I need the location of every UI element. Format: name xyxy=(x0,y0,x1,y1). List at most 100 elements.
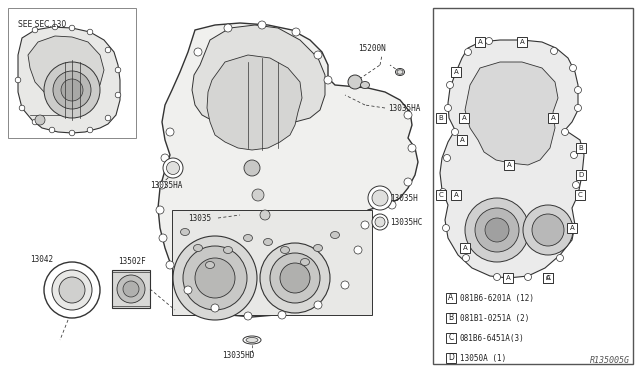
Text: A: A xyxy=(463,245,467,251)
Polygon shape xyxy=(192,25,325,128)
Circle shape xyxy=(570,151,577,158)
Circle shape xyxy=(32,119,38,125)
Circle shape xyxy=(465,48,472,55)
Text: 081B6-6451A(3): 081B6-6451A(3) xyxy=(460,334,525,343)
Polygon shape xyxy=(18,27,120,133)
Ellipse shape xyxy=(360,81,369,89)
Ellipse shape xyxy=(397,70,403,74)
Circle shape xyxy=(163,158,183,178)
Bar xyxy=(459,113,469,123)
Circle shape xyxy=(161,154,169,162)
Circle shape xyxy=(166,161,179,174)
Text: C: C xyxy=(578,192,582,198)
Bar xyxy=(576,170,586,180)
Circle shape xyxy=(314,51,322,59)
Circle shape xyxy=(280,263,310,293)
Text: A: A xyxy=(460,137,465,143)
Text: A: A xyxy=(506,275,510,281)
Bar xyxy=(446,293,456,303)
Ellipse shape xyxy=(264,238,273,246)
Circle shape xyxy=(372,190,388,206)
Bar xyxy=(451,190,461,200)
Ellipse shape xyxy=(314,244,323,251)
Bar xyxy=(436,190,446,200)
Circle shape xyxy=(166,128,174,136)
Circle shape xyxy=(404,178,412,186)
Circle shape xyxy=(53,71,91,109)
Bar xyxy=(504,160,514,170)
Circle shape xyxy=(19,105,25,111)
Ellipse shape xyxy=(193,244,202,251)
Circle shape xyxy=(518,38,525,45)
Polygon shape xyxy=(158,23,418,317)
Bar xyxy=(446,313,456,323)
Circle shape xyxy=(573,182,579,189)
Ellipse shape xyxy=(205,262,214,269)
Bar xyxy=(451,67,461,77)
Bar xyxy=(446,333,456,343)
Text: A: A xyxy=(477,39,483,45)
Circle shape xyxy=(115,67,121,73)
Circle shape xyxy=(105,47,111,53)
Circle shape xyxy=(115,92,121,98)
Circle shape xyxy=(292,28,300,36)
Circle shape xyxy=(52,270,92,310)
Text: 13502F: 13502F xyxy=(118,257,146,266)
Circle shape xyxy=(324,76,332,84)
Text: 081B1-0251A (2): 081B1-0251A (2) xyxy=(460,314,529,323)
Text: C: C xyxy=(438,192,444,198)
Circle shape xyxy=(32,27,38,33)
Ellipse shape xyxy=(223,247,232,253)
Circle shape xyxy=(44,62,100,118)
Circle shape xyxy=(159,234,167,242)
Circle shape xyxy=(532,214,564,246)
Circle shape xyxy=(61,79,83,101)
Bar xyxy=(457,135,467,145)
Circle shape xyxy=(375,217,385,227)
Circle shape xyxy=(278,311,286,319)
Text: 081B6-6201A (12): 081B6-6201A (12) xyxy=(460,294,534,302)
Circle shape xyxy=(493,273,500,280)
Circle shape xyxy=(451,128,458,135)
Circle shape xyxy=(194,48,202,56)
Text: B: B xyxy=(579,145,584,151)
Ellipse shape xyxy=(180,228,189,235)
Circle shape xyxy=(354,246,362,254)
Circle shape xyxy=(440,189,447,196)
Ellipse shape xyxy=(280,247,289,253)
Circle shape xyxy=(44,262,100,318)
Text: 13035HC: 13035HC xyxy=(390,218,422,227)
Circle shape xyxy=(105,115,111,121)
Circle shape xyxy=(69,25,75,31)
Circle shape xyxy=(69,130,75,136)
Ellipse shape xyxy=(330,231,339,238)
Circle shape xyxy=(117,275,145,303)
Bar xyxy=(172,210,372,315)
Circle shape xyxy=(445,105,451,112)
Polygon shape xyxy=(207,55,302,150)
Bar xyxy=(446,353,456,363)
Circle shape xyxy=(486,38,493,45)
Polygon shape xyxy=(465,62,558,165)
Bar xyxy=(8,8,136,138)
Circle shape xyxy=(244,160,260,176)
Circle shape xyxy=(341,281,349,289)
Circle shape xyxy=(260,243,330,313)
Circle shape xyxy=(244,312,252,320)
Text: A: A xyxy=(520,39,524,45)
Bar xyxy=(436,113,446,123)
Circle shape xyxy=(475,208,519,252)
Circle shape xyxy=(15,77,21,83)
Circle shape xyxy=(348,75,362,89)
Circle shape xyxy=(260,210,270,220)
Circle shape xyxy=(123,281,139,297)
Circle shape xyxy=(575,87,582,93)
Text: 15200N: 15200N xyxy=(358,44,386,52)
Bar xyxy=(475,37,485,47)
Circle shape xyxy=(158,181,166,189)
Text: A: A xyxy=(546,275,550,281)
Circle shape xyxy=(314,301,322,309)
Bar xyxy=(433,8,633,364)
Polygon shape xyxy=(440,40,584,278)
Bar xyxy=(112,270,150,308)
